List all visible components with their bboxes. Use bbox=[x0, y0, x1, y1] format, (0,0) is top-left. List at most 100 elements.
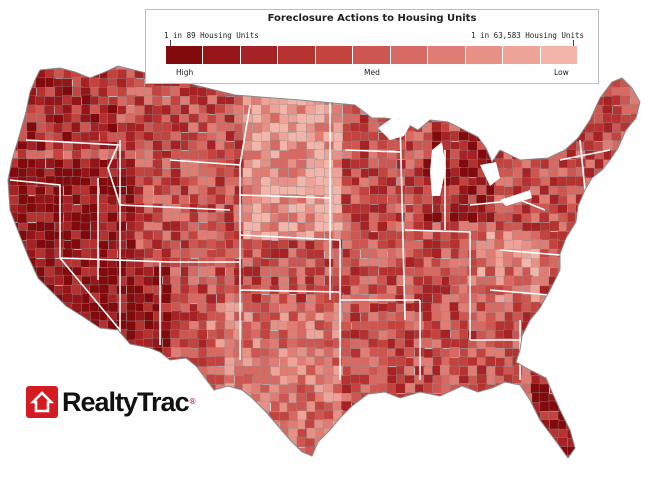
county-cell bbox=[431, 447, 442, 458]
county-cell bbox=[521, 383, 533, 395]
county-cell bbox=[252, 419, 263, 431]
county-cell bbox=[431, 266, 442, 278]
county-cell bbox=[576, 419, 587, 430]
county-cell bbox=[432, 410, 444, 421]
county-cell bbox=[504, 428, 515, 439]
county-cell bbox=[611, 356, 623, 367]
county-cell bbox=[116, 131, 128, 143]
county-cell bbox=[485, 356, 496, 367]
county-cell bbox=[378, 95, 389, 107]
county-cell bbox=[135, 166, 146, 178]
county-cell bbox=[629, 68, 640, 80]
county-cell bbox=[180, 438, 191, 449]
county-cell bbox=[548, 149, 559, 160]
county-cell bbox=[287, 346, 298, 358]
county-cell bbox=[270, 158, 281, 169]
county-cell bbox=[242, 257, 253, 268]
county-cell bbox=[81, 94, 92, 106]
county-cell bbox=[603, 204, 615, 215]
county-cell bbox=[359, 87, 371, 98]
county-cell bbox=[620, 95, 631, 106]
county-cell bbox=[504, 438, 515, 450]
county-cell bbox=[296, 346, 308, 358]
county-cell bbox=[206, 320, 217, 331]
county-cell bbox=[459, 411, 471, 422]
county-cell bbox=[477, 96, 488, 107]
county-cell bbox=[395, 329, 407, 340]
county-cell bbox=[224, 446, 235, 457]
county-cell bbox=[126, 221, 138, 232]
county-cell bbox=[495, 382, 506, 394]
county-cell bbox=[360, 456, 371, 458]
county-cell bbox=[539, 275, 550, 287]
county-cell bbox=[188, 337, 199, 349]
county-cell bbox=[8, 455, 20, 458]
county-cell bbox=[485, 446, 496, 457]
county-cell bbox=[331, 104, 343, 116]
county-cell bbox=[467, 410, 478, 421]
county-cell bbox=[116, 338, 127, 350]
county-cell bbox=[144, 374, 155, 385]
county-cell bbox=[18, 95, 29, 106]
county-cell bbox=[170, 347, 182, 358]
county-cell bbox=[279, 248, 290, 259]
county-cell bbox=[386, 455, 397, 458]
county-cell bbox=[106, 437, 118, 448]
county-cell bbox=[522, 419, 533, 431]
county-cell bbox=[540, 321, 551, 332]
county-cell bbox=[584, 211, 595, 223]
county-cell bbox=[540, 357, 551, 368]
county-cell bbox=[548, 321, 560, 332]
county-cell bbox=[449, 87, 460, 98]
county-cell bbox=[341, 455, 353, 458]
county-cell bbox=[422, 122, 433, 133]
county-cell bbox=[594, 302, 606, 313]
county-cell bbox=[467, 365, 479, 376]
county-cell bbox=[377, 447, 389, 458]
county-cell bbox=[485, 321, 496, 332]
county-cell bbox=[8, 302, 11, 314]
county-cell bbox=[53, 320, 64, 331]
county-cell bbox=[511, 87, 523, 98]
county-cell bbox=[107, 447, 118, 458]
county-cell bbox=[99, 447, 110, 458]
county-cell bbox=[629, 410, 640, 421]
county-cell bbox=[107, 212, 118, 223]
county-cell bbox=[53, 428, 64, 439]
county-cell bbox=[116, 437, 127, 448]
county-cell bbox=[538, 303, 550, 315]
county-cell bbox=[252, 202, 263, 214]
county-cell bbox=[458, 401, 469, 413]
county-cell bbox=[179, 418, 190, 430]
county-cell bbox=[107, 420, 119, 431]
county-cell bbox=[161, 284, 173, 295]
county-cell bbox=[18, 456, 30, 458]
county-cell bbox=[99, 356, 110, 368]
county-cell bbox=[53, 123, 64, 134]
county-cell bbox=[585, 429, 597, 440]
county-cell bbox=[377, 293, 388, 305]
county-cell bbox=[458, 212, 469, 223]
county-cell bbox=[585, 401, 597, 412]
county-cell bbox=[602, 221, 613, 232]
legend-swatch bbox=[240, 46, 279, 64]
county-cell bbox=[611, 256, 622, 268]
county-cell bbox=[162, 428, 173, 440]
county-cell bbox=[639, 159, 640, 171]
county-cell bbox=[612, 249, 623, 260]
county-cell bbox=[594, 177, 605, 188]
county-cell bbox=[566, 383, 577, 394]
county-cell bbox=[17, 356, 28, 367]
county-cell bbox=[369, 420, 381, 431]
county-cell bbox=[89, 429, 100, 441]
county-cell bbox=[522, 95, 533, 106]
county-cell bbox=[585, 419, 597, 430]
county-cell bbox=[106, 339, 118, 350]
county-cell bbox=[54, 330, 65, 341]
county-cell bbox=[513, 114, 524, 125]
county-cell bbox=[639, 195, 640, 206]
county-cell bbox=[368, 429, 380, 441]
realtytrac-logo: RealtyTrac® bbox=[26, 386, 195, 418]
county-cell bbox=[638, 347, 640, 359]
county-cell bbox=[377, 393, 388, 404]
